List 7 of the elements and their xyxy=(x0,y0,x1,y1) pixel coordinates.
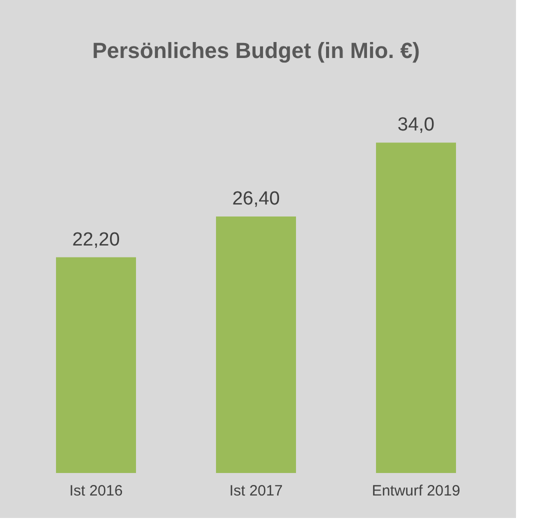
data-label: 22,20 xyxy=(72,229,120,250)
x-tick-label: Ist 2016 xyxy=(69,482,123,500)
x-tick-label: Ist 2017 xyxy=(229,482,283,500)
data-label: 26,40 xyxy=(232,188,280,210)
chart-title: Persönliches Budget (in Mio. €) xyxy=(92,38,420,63)
x-tick-label: Entwurf 2019 xyxy=(372,482,460,500)
data-label: 34,0 xyxy=(398,114,434,136)
